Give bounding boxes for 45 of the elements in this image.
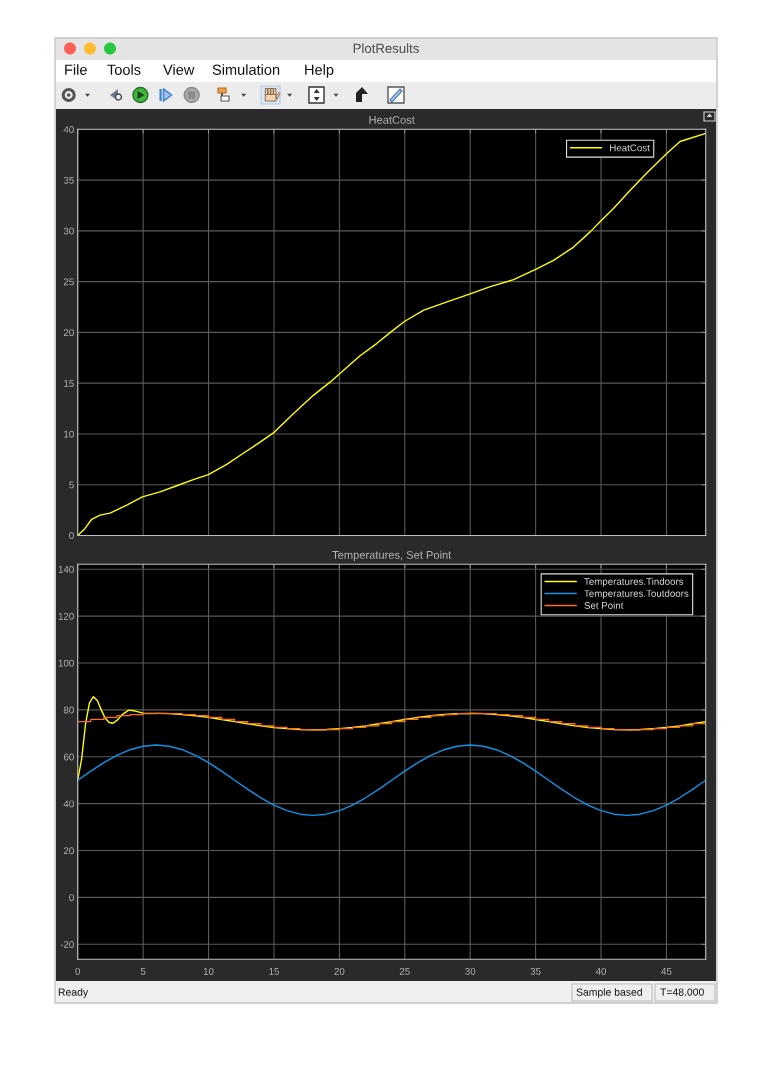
legend-label: Temperatures.Toutdoors [584, 589, 689, 599]
text: File [65, 64, 87, 75]
text: Help [305, 64, 334, 78]
y-tick-label: 0 [69, 532, 74, 540]
text: PlotResults [353, 43, 419, 54]
text: Tools [107, 64, 141, 75]
y-tick-label: 20 [63, 847, 74, 855]
x-tick-label: 30 [465, 967, 476, 975]
legend-label: HeatCost [610, 144, 650, 152]
y-tick-label: 40 [63, 800, 74, 808]
x-tick-label: 15 [269, 967, 279, 975]
y-tick-label: 60 [63, 753, 74, 761]
y-tick-label: 140 [58, 565, 74, 573]
y-tick-label: 120 [58, 612, 74, 620]
text: View [163, 64, 195, 75]
x-tick-label: 40 [595, 967, 607, 975]
y-tick-label: 15 [64, 380, 74, 387]
y-tick-label: 40 [63, 126, 74, 133]
text: Sample based [576, 988, 642, 998]
y-tick-label: 30 [63, 227, 74, 235]
y-tick-label: 20 [63, 329, 74, 337]
y-tick-label: 100 [58, 659, 74, 667]
text: Simulation [212, 64, 280, 75]
y-tick-label: 25 [63, 278, 74, 286]
text: Ready [58, 988, 89, 998]
x-tick-label: 45 [661, 967, 672, 975]
legend-label: Temperatures.Tindoors [584, 577, 684, 587]
y-tick-label: 0 [69, 894, 74, 902]
x-tick-label: 25 [399, 967, 410, 975]
x-tick-label: 10 [203, 967, 214, 975]
y-tick-label: 10 [64, 430, 74, 438]
x-tick-label: 5 [140, 967, 146, 975]
y-tick-label: -20 [60, 941, 74, 948]
legend-label: Set Point [584, 601, 624, 609]
chart-title: HeatCost [369, 115, 415, 124]
y-tick-label: 80 [63, 706, 74, 714]
text: T=48.000 [660, 988, 704, 996]
line-series [77, 132, 706, 536]
x-tick-label: 0 [75, 967, 81, 975]
y-tick-label: 35 [63, 176, 74, 184]
x-tick-label: 20 [334, 967, 345, 975]
y-tick-label: 5 [69, 481, 74, 489]
x-tick-label: 35 [530, 967, 541, 975]
chart-title: Temperatures, Set Point [332, 550, 452, 562]
line-series [77, 744, 706, 817]
